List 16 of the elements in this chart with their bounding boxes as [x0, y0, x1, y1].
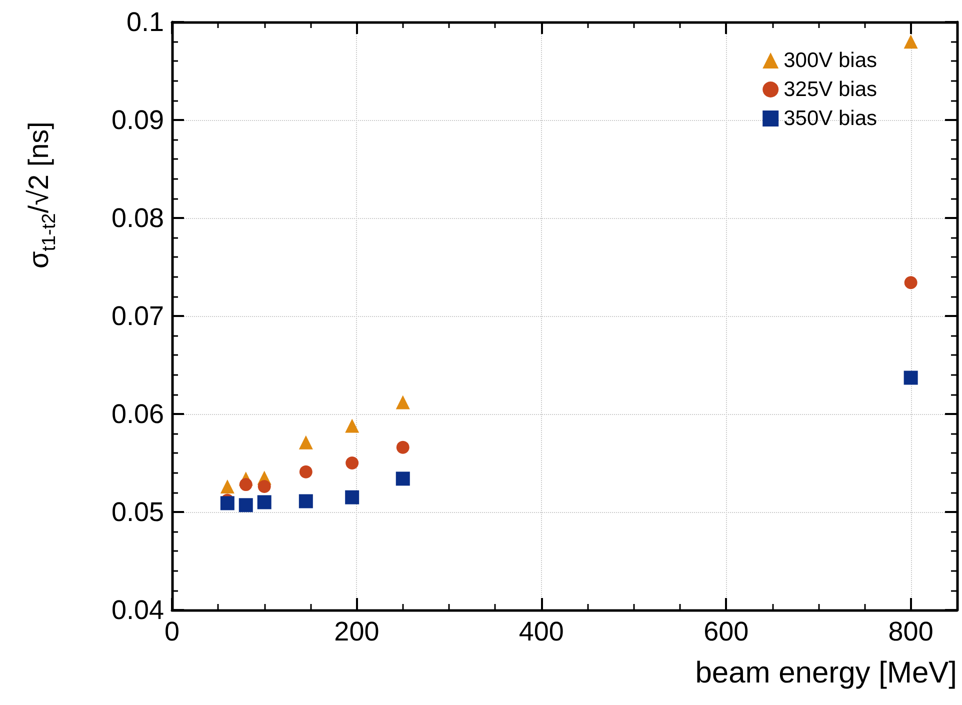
x-axis-title: beam energy [MeV]: [695, 656, 957, 690]
x-tick-label: 800: [888, 616, 934, 646]
y-tick-label: 0.06: [111, 399, 164, 429]
y-tick-label: 0.09: [111, 105, 164, 135]
x-tick-label: 400: [518, 616, 564, 646]
legend-label: 350V bias: [784, 107, 878, 130]
y-tick-label: 0.08: [111, 203, 164, 233]
legend-label: 325V bias: [784, 78, 878, 101]
y-tick-label: 0.05: [111, 497, 164, 527]
legend-label: 300V bias: [784, 49, 878, 72]
y-tick-label: 0.07: [111, 301, 164, 331]
x-tick-label: 200: [334, 616, 380, 646]
x-tick-label: 0: [164, 616, 180, 646]
y-tick-label: 0.1: [126, 7, 164, 37]
x-tick-label: 600: [704, 616, 749, 646]
y-tick-label: 0.04: [111, 595, 164, 625]
